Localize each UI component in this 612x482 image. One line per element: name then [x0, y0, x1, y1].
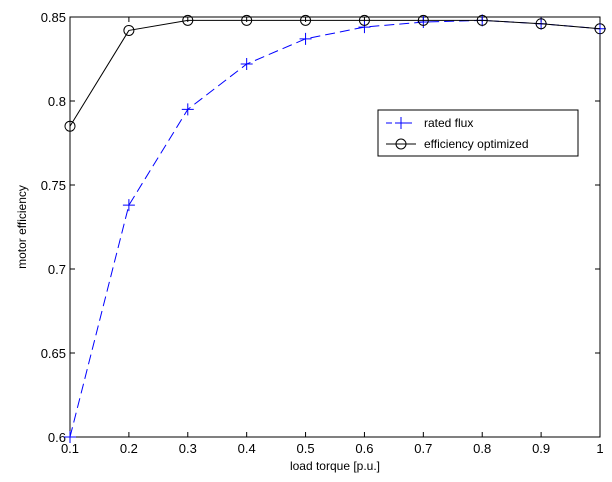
legend-rated-flux-marker [395, 117, 407, 129]
legend-rated-flux-label: rated flux [424, 116, 473, 130]
ticks-layer: 0.1 0.2 0.3 0.4 0.5 0.6 0.7 0.8 0.9 1 0.6 0.65 0.7 0.… [41, 10, 604, 456]
legend-marker [395, 117, 407, 129]
plot-area [69, 16, 601, 438]
data-point [358, 14, 370, 26]
x-tick-label: 0.6 [355, 441, 373, 456]
data-point [417, 16, 430, 29]
data-point [594, 23, 606, 35]
x-tick-label: 0.5 [297, 441, 315, 456]
data-point [181, 103, 194, 116]
x-tick-label: 0.4 [238, 441, 256, 456]
data-point [240, 58, 253, 71]
y-tick-label: 0.7 [48, 262, 66, 277]
x-tick-label: 0.2 [120, 441, 138, 456]
y-tick-label: 0.65 [41, 346, 66, 361]
x-tick-label: 0.8 [473, 441, 491, 456]
data-point [64, 431, 76, 443]
series-layer [64, 14, 606, 443]
x-tick-label: 0.3 [179, 441, 197, 456]
x-tick-label: 1 [596, 441, 603, 456]
data-point [241, 14, 253, 26]
legend-marker [395, 138, 407, 150]
series-line-efficiency-optimized [69, 19, 601, 127]
y-axis-title: motor efficiency [15, 185, 29, 269]
y-tick-label: 0.8 [48, 94, 66, 109]
x-tick-label: 0.1 [61, 441, 79, 456]
data-point [417, 14, 429, 26]
legend-box [377, 109, 579, 157]
data-point [299, 32, 312, 45]
data-point [123, 24, 135, 36]
y-tick-label: 0.85 [41, 10, 66, 25]
data-point [535, 18, 547, 30]
y-tick-label: 0.6 [48, 430, 66, 445]
x-axis-title: load torque [p.u.] [290, 459, 380, 473]
legend: rated flux efficiency optimized [377, 109, 579, 157]
series-efficiency-optimized [64, 14, 606, 132]
x-tick-label: 0.9 [532, 441, 550, 456]
data-point [122, 199, 135, 212]
y-tick-label: 0.75 [41, 178, 66, 193]
data-point [358, 21, 371, 34]
legend-efficiency-optimized-marker [395, 138, 407, 150]
data-point [300, 14, 312, 26]
data-point [476, 14, 488, 26]
legend-efficiency-optimized-label: efficiency optimized [424, 137, 529, 151]
data-point [64, 120, 76, 132]
data-point [182, 14, 194, 26]
x-tick-label: 0.7 [414, 441, 432, 456]
